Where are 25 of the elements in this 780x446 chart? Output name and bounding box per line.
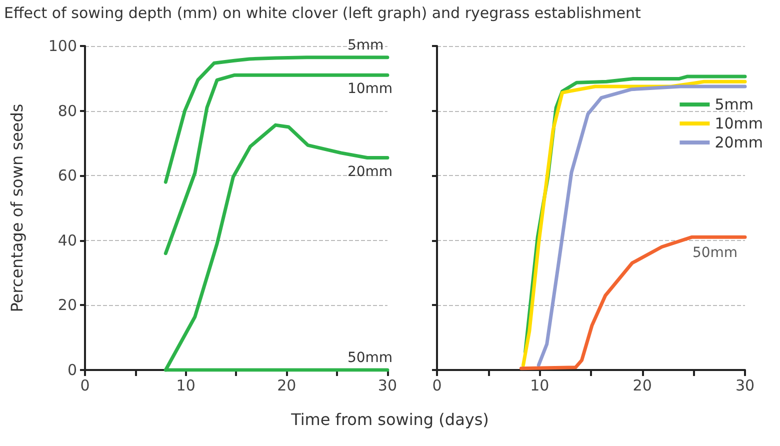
chart-title: Effect of sowing depth (mm) on white clover (left graph) and ryegrass establishment [4,4,641,22]
y-axis-title: Percentage of sown seeds [8,104,26,312]
annotation: 50mm [692,245,738,262]
x-tick-label: 20 [632,376,652,394]
x-tick-label: 10 [530,376,550,394]
series-label: 5mm [347,37,384,54]
x-tick-label: 30 [735,376,755,394]
y-tick-label: 20 [58,296,77,314]
y-tick-label: 80 [58,102,77,120]
series-label: 50mm [347,350,393,366]
series-label: 20mm [347,164,393,180]
y-tick-label: 60 [58,166,77,185]
series-label: 10mm [347,81,393,98]
y-tick-label: 40 [58,231,77,250]
y-tick-label: 100 [48,37,77,55]
x-axis-title: Time from sowing (days) [290,410,490,429]
legend-label: 10mm [714,114,763,132]
x-tick-label: 20 [277,376,296,394]
x-tick-label: 30 [378,376,398,394]
legend-label: 20mm [714,134,763,152]
legend-label: 5mm [714,96,754,114]
x-tick-label: 0 [80,376,90,394]
x-tick-label: 0 [432,376,442,394]
x-tick-label: 10 [176,376,196,394]
y-tick-label: 0 [67,361,77,379]
